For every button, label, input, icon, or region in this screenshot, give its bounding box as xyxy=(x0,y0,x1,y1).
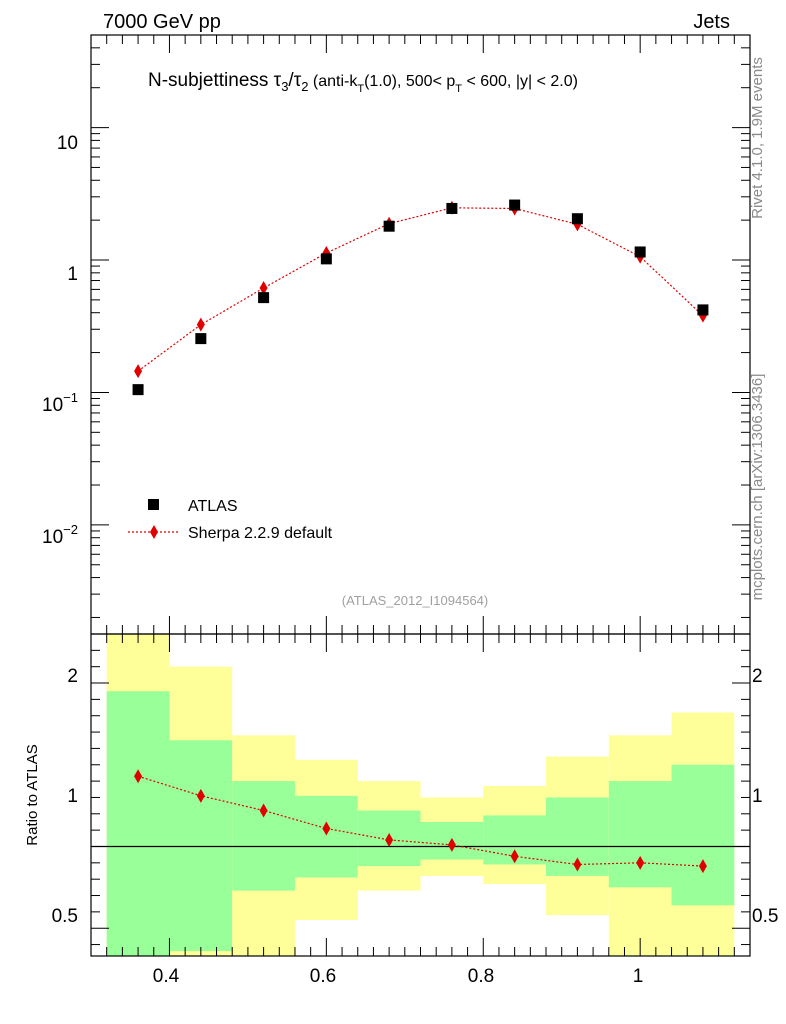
sherpa-point-0 xyxy=(134,364,143,379)
ratio-ytick-label-0.5-right: 0.5 xyxy=(752,906,778,927)
sherpa-points xyxy=(134,200,707,379)
rivet-version-label: Rivet 4.1.0, 1.9M events xyxy=(749,57,766,219)
main-ytick-label-0.1-base: 10 xyxy=(42,395,63,416)
legend-atlas-marker xyxy=(148,499,159,510)
atlas-point-8 xyxy=(634,246,646,258)
main-ytick-label-0.1: 10−1 xyxy=(42,390,78,416)
ratio-point-8 xyxy=(636,855,645,870)
header-process: Jets xyxy=(693,11,730,33)
legend-atlas-label: ATLAS xyxy=(188,498,238,515)
main-ytick-label-0.01: 10−2 xyxy=(42,522,78,548)
atlas-point-3 xyxy=(320,253,332,265)
header-energy: 7000 GeV pp xyxy=(103,11,221,33)
atlas-point-4 xyxy=(383,220,395,232)
band-inner-8 xyxy=(608,781,672,888)
xtick-label-0.8: 0.8 xyxy=(468,966,494,987)
atlas-point-2 xyxy=(258,292,270,304)
title-cut-a: (anti-k xyxy=(308,73,358,90)
atlas-point-6 xyxy=(509,199,521,211)
band-inner-2 xyxy=(232,781,295,891)
atlas-point-9 xyxy=(697,304,709,316)
main-axis-ticks xyxy=(90,34,751,634)
ratio-sherpa-points xyxy=(134,769,707,874)
ratio-ytick-label-2-right: 2 xyxy=(752,666,763,687)
main-ytick-label-0.01-base: 10 xyxy=(42,527,63,548)
legend-sherpa-marker xyxy=(150,525,158,539)
main-ytick-label-1: 1 xyxy=(67,264,78,285)
title-cut-d: T xyxy=(455,83,462,95)
title-cut-e: < 600, |y| < 2.0) xyxy=(462,73,578,90)
ratio-ytick-label-2-left: 2 xyxy=(67,666,78,687)
ratio-uncertainty-bands xyxy=(106,634,735,956)
ratio-point-5 xyxy=(447,837,456,852)
title-cut-b: T xyxy=(357,83,364,95)
title-observable: N-subjettiness xyxy=(148,70,274,91)
main-plot-frame xyxy=(90,34,751,635)
xtick-label-0.4: 0.4 xyxy=(153,966,180,987)
analysis-reference: (ATLAS_2012_I1094564) xyxy=(342,593,488,608)
ratio-point-3 xyxy=(322,821,331,836)
main-ytick-label-10: 10 xyxy=(57,133,78,154)
title-slash: / xyxy=(288,70,294,91)
main-ytick-label-0.01-exp: −2 xyxy=(63,522,78,537)
title-sub3: 3 xyxy=(281,79,288,94)
atlas-point-0 xyxy=(132,384,144,396)
main-ytick-label-0.1-exp: −1 xyxy=(63,390,78,405)
band-inner-1 xyxy=(169,740,233,952)
ratio-point-0 xyxy=(134,769,143,784)
title-tau3: τ xyxy=(274,70,282,91)
ratio-point-1 xyxy=(196,788,205,803)
atlas-points xyxy=(132,199,709,396)
atlas-point-5 xyxy=(446,202,458,214)
atlas-point-7 xyxy=(571,213,583,225)
sherpa-point-1 xyxy=(196,317,205,332)
plot-title: N-subjettiness τ3/τ2 (anti-kT(1.0), 500<… xyxy=(148,70,578,95)
source-url-label: mcplots.cern.ch [arXiv:1306.3436] xyxy=(749,374,766,601)
band-inner-9 xyxy=(671,764,735,906)
ratio-ytick-label-1-left: 1 xyxy=(67,786,78,807)
ratio-point-7 xyxy=(573,857,582,872)
title-cut-c: (1.0), 500< p xyxy=(364,73,455,90)
ratio-point-4 xyxy=(385,832,394,847)
legend-sherpa-label: Sherpa 2.2.9 default xyxy=(188,525,333,542)
ratio-point-6 xyxy=(510,849,519,864)
ratio-point-2 xyxy=(259,803,268,818)
ratio-axis-ticks xyxy=(90,633,751,956)
xtick-label-0.6: 0.6 xyxy=(310,966,336,987)
band-inner-3 xyxy=(294,795,358,878)
title-tau2: τ xyxy=(294,70,302,91)
sherpa-point-2 xyxy=(259,280,268,295)
atlas-point-1 xyxy=(195,333,207,345)
ratio-sherpa-line xyxy=(137,775,703,867)
sherpa-line xyxy=(137,207,704,372)
ratio-ytick-label-0.5-left: 0.5 xyxy=(52,906,78,927)
ratio-point-9 xyxy=(698,859,707,874)
ratio-ytick-label-1-right: 1 xyxy=(752,786,763,807)
band-inner-0 xyxy=(106,691,170,956)
ratio-y-axis-label: Ratio to ATLAS xyxy=(24,744,41,845)
xtick-label-1: 1 xyxy=(633,966,644,987)
title-sub2: 2 xyxy=(301,79,308,94)
